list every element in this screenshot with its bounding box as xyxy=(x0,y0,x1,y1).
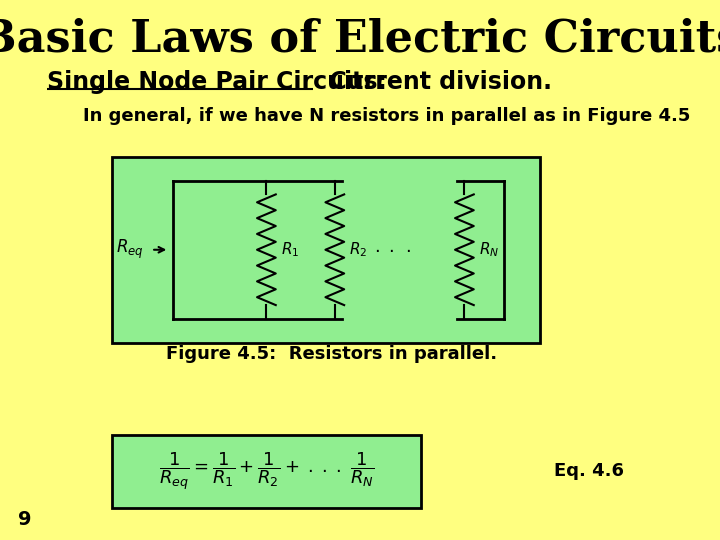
Text: $\cdot\;\cdot\;\cdot$: $\cdot\;\cdot\;\cdot$ xyxy=(374,241,411,259)
Text: $R_{eq}$: $R_{eq}$ xyxy=(116,238,143,261)
Text: Single Node Pair Circuits:: Single Node Pair Circuits: xyxy=(47,70,387,94)
Text: $R_N$: $R_N$ xyxy=(479,240,499,259)
Text: Basic Laws of Electric Circuits: Basic Laws of Electric Circuits xyxy=(0,17,720,60)
Text: $\dfrac{1}{R_{eq}} = \dfrac{1}{R_1} + \dfrac{1}{R_2} + \;.\;.\;. \;\dfrac{1}{R_N: $\dfrac{1}{R_{eq}} = \dfrac{1}{R_1} + \d… xyxy=(158,450,374,492)
Text: $R_2$: $R_2$ xyxy=(349,240,367,259)
Text: Figure 4.5:  Resistors in parallel.: Figure 4.5: Resistors in parallel. xyxy=(166,345,497,363)
Bar xyxy=(112,157,540,343)
Text: $R_1$: $R_1$ xyxy=(281,240,299,259)
Text: In general, if we have N resistors in parallel as in Figure 4.5: In general, if we have N resistors in pa… xyxy=(83,107,690,125)
Text: Eq. 4.6: Eq. 4.6 xyxy=(554,462,624,480)
Text: 9: 9 xyxy=(18,510,32,529)
Bar xyxy=(112,435,421,508)
Text: Current division.: Current division. xyxy=(313,70,552,94)
